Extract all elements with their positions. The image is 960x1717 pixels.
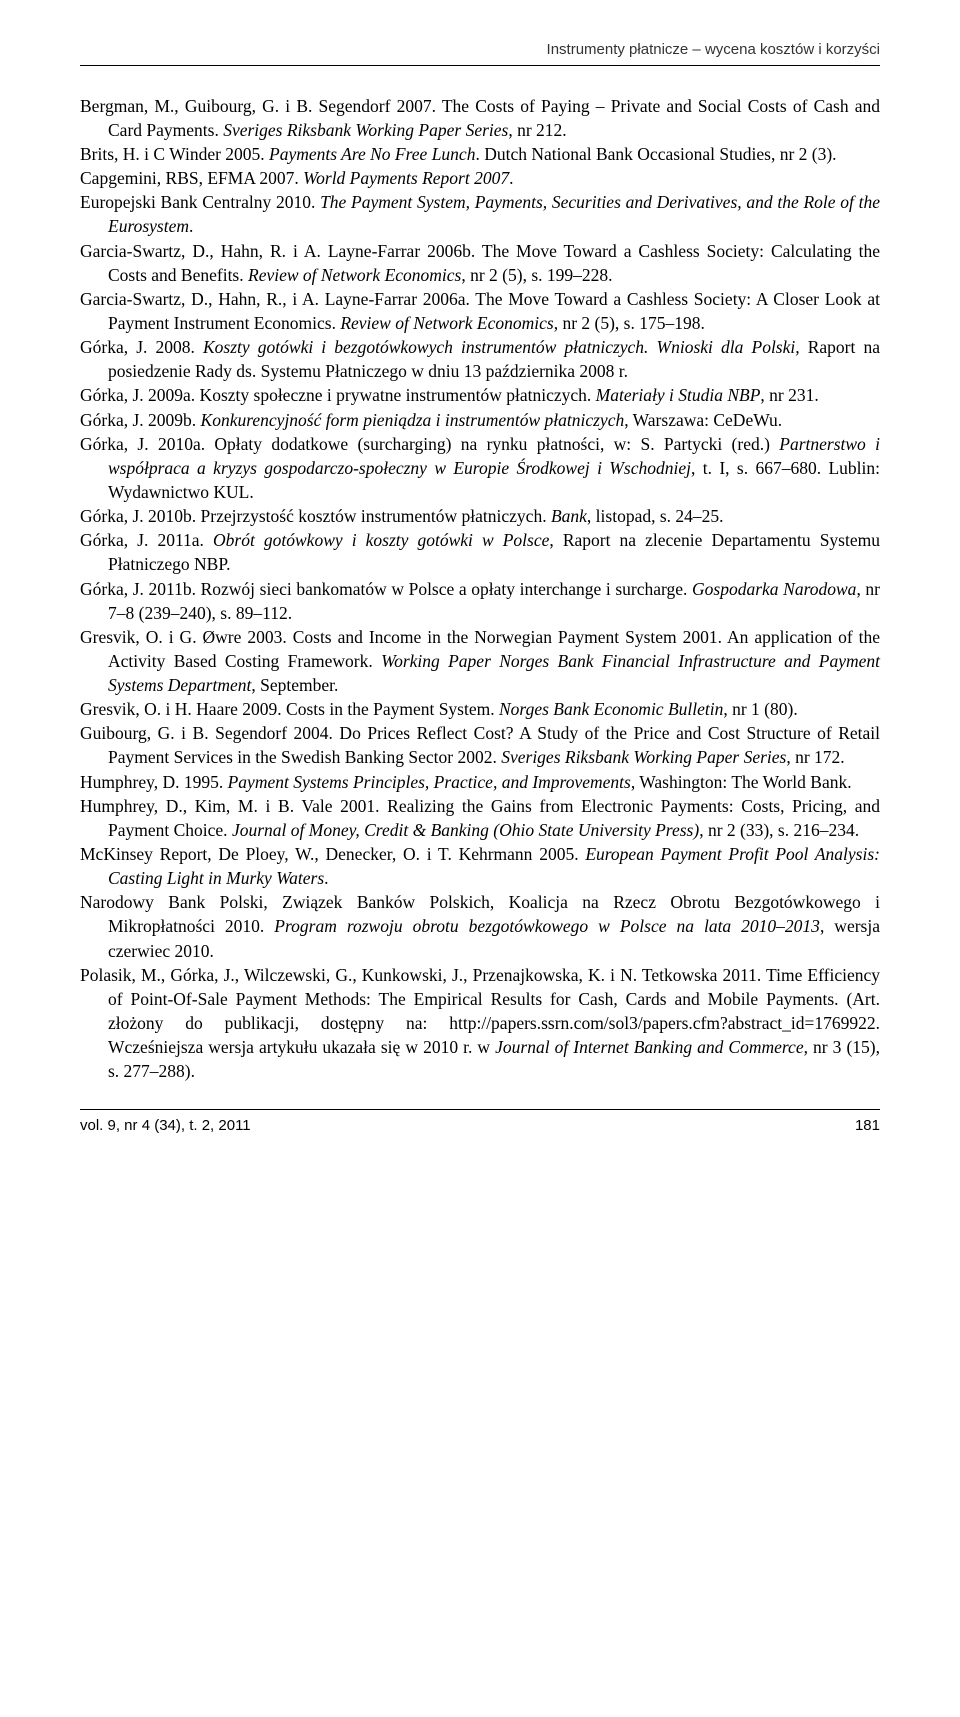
reference-entry: Guibourg, G. i B. Segendorf 2004. Do Pri…: [80, 721, 880, 769]
footer-page-number: 181: [855, 1116, 880, 1137]
reference-entry: Gresvik, O. i G. Øwre 2003. Costs and In…: [80, 625, 880, 697]
footer-issue: vol. 9, nr 4 (34), t. 2, 2011: [80, 1116, 251, 1137]
reference-entry: Polasik, M., Górka, J., Wilczewski, G., …: [80, 963, 880, 1084]
reference-entry: Narodowy Bank Polski, Związek Banków Pol…: [80, 890, 880, 962]
footer-rule: [80, 1109, 880, 1110]
reference-entry: Garcia-Swartz, D., Hahn, R. i A. Layne-F…: [80, 239, 880, 287]
reference-entry: Górka, J. 2008. Koszty gotówki i bezgotó…: [80, 335, 880, 383]
reference-entry: Humphrey, D., Kim, M. i B. Vale 2001. Re…: [80, 794, 880, 842]
reference-entry: Gresvik, O. i H. Haare 2009. Costs in th…: [80, 697, 880, 721]
header-rule: [80, 65, 880, 66]
reference-entry: Capgemini, RBS, EFMA 2007. World Payment…: [80, 166, 880, 190]
reference-entry: Górka, J. 2010b. Przejrzystość kosztów i…: [80, 504, 880, 528]
reference-entry: Brits, H. i C Winder 2005. Payments Are …: [80, 142, 880, 166]
reference-entry: Górka, J. 2009a. Koszty społeczne i pryw…: [80, 383, 880, 407]
reference-entry: Górka, J. 2009b. Konkurencyjność form pi…: [80, 408, 880, 432]
reference-entry: Górka, J. 2011a. Obrót gotówkowy i koszt…: [80, 528, 880, 576]
reference-entry: McKinsey Report, De Ploey, W., Denecker,…: [80, 842, 880, 890]
reference-entry: Górka, J. 2010a. Opłaty dodatkowe (surch…: [80, 432, 880, 504]
references-list: Bergman, M., Guibourg, G. i B. Segendorf…: [80, 94, 880, 1084]
reference-entry: Humphrey, D. 1995. Payment Systems Princ…: [80, 770, 880, 794]
reference-entry: Bergman, M., Guibourg, G. i B. Segendorf…: [80, 94, 880, 142]
running-header: Instrumenty płatnicze – wycena kosztów i…: [80, 40, 880, 61]
reference-entry: Garcia-Swartz, D., Hahn, R., i A. Layne-…: [80, 287, 880, 335]
page-footer: vol. 9, nr 4 (34), t. 2, 2011 181: [80, 1116, 880, 1137]
reference-entry: Europejski Bank Centralny 2010. The Paym…: [80, 190, 880, 238]
reference-entry: Górka, J. 2011b. Rozwój sieci bankomatów…: [80, 577, 880, 625]
